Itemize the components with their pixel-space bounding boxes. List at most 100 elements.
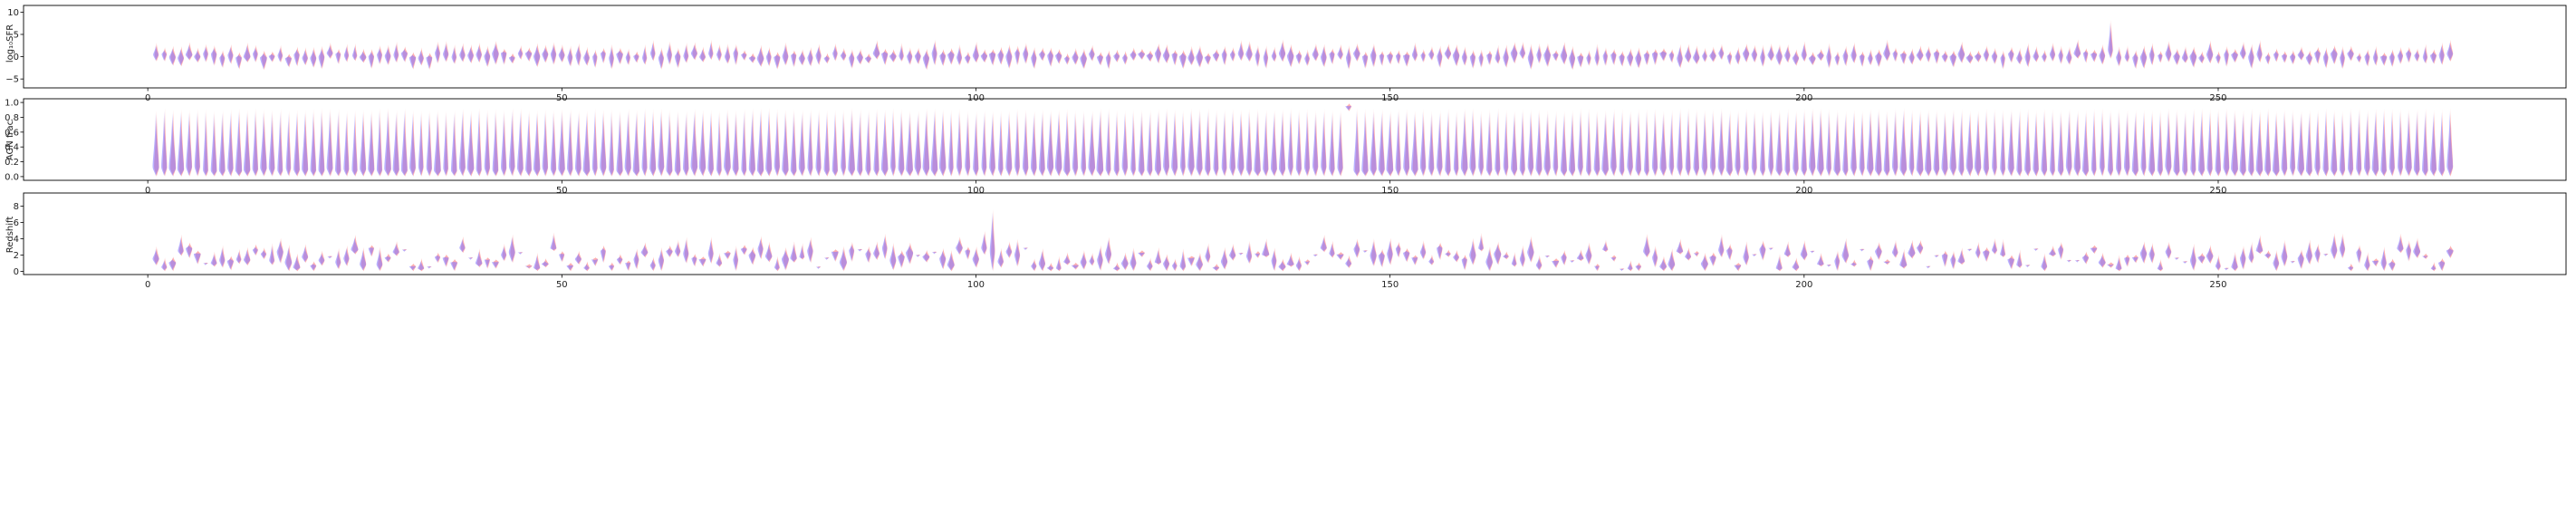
agn-frac-violin-b <box>1974 112 1982 176</box>
sfr-violin-b <box>1594 46 1600 66</box>
sfr-violin-b <box>542 47 549 63</box>
agn-frac-violin-b <box>2339 113 2345 176</box>
redshift-violin-b <box>748 249 756 265</box>
redshift-violin-b <box>1544 256 1550 258</box>
agn-frac-violin-b <box>1850 111 1857 176</box>
agn-frac-violin-b <box>161 111 168 176</box>
agn-frac-violin-b <box>798 112 805 176</box>
redshift-violin-b <box>965 249 970 259</box>
redshift-violin-b <box>284 247 293 271</box>
sfr-violin-b <box>1286 46 1294 67</box>
agn-frac-violin-b <box>1304 111 1310 176</box>
sfr-violin-b <box>575 45 582 66</box>
sfr-violin-b <box>227 46 234 63</box>
sfr-violin-b <box>791 53 796 67</box>
agn-frac-violin-b <box>1096 111 1104 176</box>
agn-frac-violin-b <box>1205 111 1211 176</box>
agn-frac-violin-b <box>1784 111 1791 176</box>
sfr-violin-b <box>2024 45 2031 67</box>
sfr-violin-b <box>1659 51 1667 61</box>
agn-frac-violin-b <box>1916 112 1924 176</box>
sfr-violin-b <box>658 50 664 69</box>
agn-frac-violin-b <box>1245 111 1252 176</box>
agn-frac-violin-b <box>748 111 755 176</box>
agn-frac-violin-b <box>841 111 846 176</box>
agn-frac-violin-b <box>848 111 855 176</box>
sfr-violin-b <box>856 51 863 64</box>
agn-frac-violin-b <box>2223 111 2230 176</box>
redshift-violin-b <box>1709 255 1716 266</box>
redshift-violin-b <box>658 249 664 271</box>
agn-frac-violin-b <box>690 111 698 176</box>
agn-frac-violin-b <box>260 111 267 176</box>
redshift-violin-b <box>508 236 515 263</box>
redshift-violin-b <box>2438 260 2446 271</box>
redshift-violin-b <box>1519 247 1525 267</box>
sfr-violin-b <box>1321 46 1327 67</box>
sfr-violin-b <box>1204 55 1211 65</box>
redshift-violin-b <box>335 250 341 269</box>
redshift-violin-b <box>1485 249 1493 271</box>
sfr-violin-b <box>1039 50 1045 61</box>
agn-frac-violin-b <box>558 111 565 176</box>
sfr-violin-b <box>1122 53 1128 64</box>
agn-frac-violin-b <box>466 113 475 176</box>
sfr-violin-b <box>1775 46 1783 65</box>
redshift-violin-b <box>1768 247 1773 251</box>
sfr-violin-b <box>1627 51 1633 67</box>
redshift-violin-b <box>790 244 797 263</box>
redshift-violin-b <box>1991 240 1997 254</box>
redshift-violin-b <box>889 245 897 270</box>
redshift-violin-b <box>1850 262 1857 266</box>
redshift-violin-b <box>293 256 301 271</box>
sfr-violin-b <box>1411 44 1418 61</box>
agn-frac-violin-b <box>2255 112 2264 176</box>
agn-frac-violin-b <box>807 111 813 176</box>
agn-frac-violin-b <box>1842 113 1849 176</box>
agn-frac-violin-b <box>2007 111 2014 176</box>
agn-frac-violin-b <box>2197 111 2205 176</box>
sfr-xtick-label: 200 <box>1795 93 1812 103</box>
agn-frac-violin-b <box>1478 113 1484 176</box>
agn-frac-violin-b <box>2081 112 2089 176</box>
redshift-violin-b <box>1229 246 1236 260</box>
sfr-violin-b <box>1237 43 1244 61</box>
sfr-violin-b <box>907 50 912 64</box>
redshift-violin-b <box>799 245 804 259</box>
sfr-violin-b <box>533 45 541 67</box>
sfr-violin-b <box>2273 51 2279 62</box>
sfr-violin-b <box>1047 50 1053 66</box>
sfr-violin-b <box>268 53 275 62</box>
sfr-violin-b <box>459 45 466 62</box>
redshift-violin-b <box>997 250 1004 267</box>
agn-frac-violin-b <box>1187 111 1195 176</box>
sfr-violin-b <box>2198 53 2205 63</box>
agn-frac-violin-b <box>1569 112 1575 176</box>
sfr-violin-b <box>2082 51 2088 63</box>
sfr-violin-b <box>1096 54 1103 65</box>
agn-frac-violin-b <box>1601 112 1609 176</box>
agn-frac-violin-b <box>2016 111 2023 176</box>
redshift-ytick-label: 0 <box>14 267 19 277</box>
sfr-violin-b <box>1428 49 1434 60</box>
agn-frac-violin-b <box>2116 111 2121 176</box>
redshift-violin-b <box>302 246 308 263</box>
sfr-violin-b <box>1677 46 1683 68</box>
agn-frac-violin-b <box>574 113 582 176</box>
agn-frac-violin-b <box>1014 111 1020 176</box>
redshift-violin-b <box>1014 241 1020 266</box>
redshift-violin-b <box>1950 253 1956 269</box>
redshift-violin-b <box>839 248 847 271</box>
redshift-violin-b <box>2290 261 2295 264</box>
redshift-violin-b <box>2033 248 2039 252</box>
sfr-violin-b <box>899 45 904 62</box>
redshift-violin-b <box>401 249 407 253</box>
sfr-violin-b <box>1420 52 1426 63</box>
redshift-violin-b <box>2124 256 2129 266</box>
agn-frac-violin-b <box>1593 112 1600 176</box>
redshift-violin-b <box>1147 260 1153 271</box>
sfr-violin-b <box>674 50 681 68</box>
redshift-violin-b <box>1179 251 1186 271</box>
sfr-violin-b <box>302 50 308 65</box>
redshift-violin-b <box>898 252 905 268</box>
